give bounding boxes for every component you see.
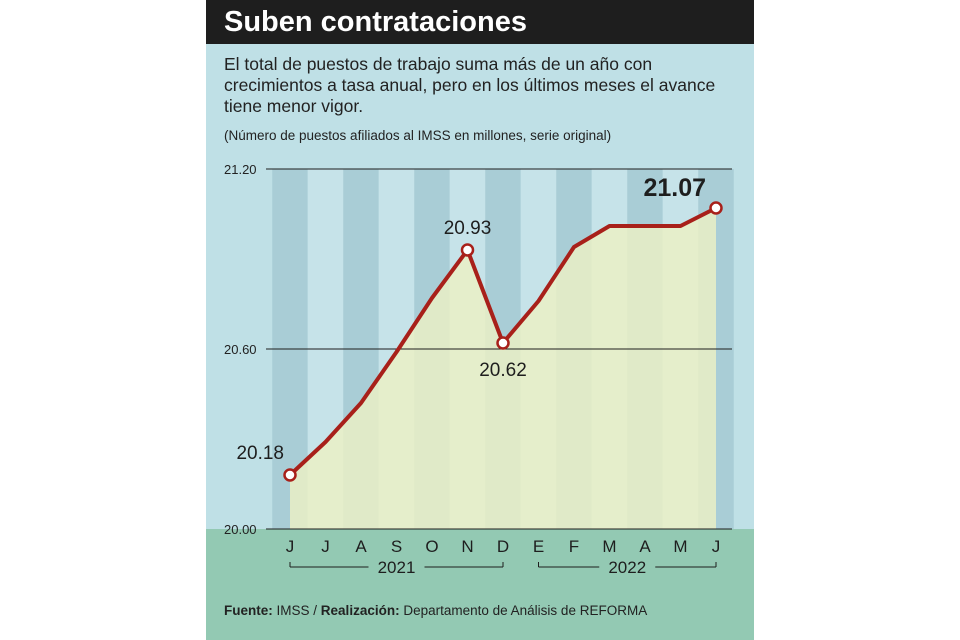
- source-line: Fuente: IMSS / Realización: Departamento…: [224, 603, 647, 618]
- y-tick-label: 21.20: [224, 162, 257, 177]
- credit-label: Realización:: [321, 603, 400, 618]
- y-tick-label: 20.00: [224, 522, 257, 537]
- source-label: Fuente:: [224, 603, 273, 618]
- credit-value: Departamento de Análisis de REFORMA: [403, 603, 647, 618]
- data-point-marker: [498, 338, 509, 349]
- x-tick-label: J: [286, 537, 295, 556]
- x-tick-label: J: [712, 537, 721, 556]
- x-tick-label: E: [533, 537, 544, 556]
- x-tick-label: N: [461, 537, 473, 556]
- data-label: 20.93: [444, 218, 492, 239]
- year-label: 2022: [608, 558, 646, 577]
- data-point-marker: [462, 245, 473, 256]
- data-label: 21.07: [643, 174, 706, 202]
- data-label: 20.18: [236, 443, 284, 464]
- data-label: 20.62: [479, 360, 527, 381]
- x-tick-label: D: [497, 537, 509, 556]
- data-point-marker: [711, 203, 722, 214]
- x-tick-label: F: [569, 537, 579, 556]
- chart-card: Suben contrataciones El total de puestos…: [206, 0, 754, 640]
- year-label: 2021: [378, 558, 416, 577]
- x-tick-label: M: [602, 537, 616, 556]
- line-area-chart: 20.00 20.60 21.20 20.18 20.93 20.62 21.07 J J A S O…: [206, 0, 754, 600]
- source-value: IMSS: [277, 603, 310, 618]
- x-tick-label: J: [321, 537, 330, 556]
- x-tick-label: M: [673, 537, 687, 556]
- source-separator: /: [310, 603, 321, 618]
- x-tick-label: O: [425, 537, 438, 556]
- x-tick-label: A: [355, 537, 367, 556]
- y-tick-label: 20.60: [224, 342, 257, 357]
- x-tick-label: S: [391, 537, 402, 556]
- x-tick-label: A: [639, 537, 651, 556]
- data-point-marker: [285, 470, 296, 481]
